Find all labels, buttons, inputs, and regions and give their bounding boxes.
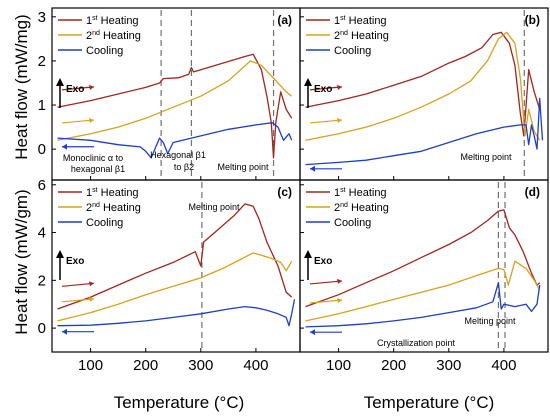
exo-label: Exo	[314, 256, 332, 267]
arrow-head	[337, 298, 342, 304]
direction-arrow	[61, 86, 95, 91]
y-axis-title-top: Heat flow (mW/mg)	[12, 14, 31, 159]
legend-label: 2nd Heating	[86, 30, 141, 42]
panel-letter: (b)	[525, 13, 540, 27]
y-tick-label: 0	[38, 141, 46, 158]
x-axis-title-right: Temperature (°C)	[364, 393, 495, 412]
x-axis-title-left: Temperature (°C)	[114, 393, 245, 412]
series-line-1st-heating	[305, 31, 541, 137]
y-axis-title-bottom: Heat flow (mW/gm)	[12, 189, 31, 334]
series-line-cooling	[305, 282, 541, 328]
direction-arrow	[61, 282, 95, 287]
direction-arrow	[309, 119, 343, 124]
legend-label: 1st Heating	[334, 187, 387, 199]
arrow-head	[337, 117, 342, 123]
legend-label: 2nd Heating	[334, 202, 389, 214]
panel-d: 100 200 300 400 1st Heating 2nd Heating Coolin…	[299, 179, 549, 374]
exo-arrow-head	[304, 78, 312, 86]
annotation-label: Crystallization point	[377, 338, 456, 348]
arrow-head	[62, 143, 67, 150]
legend-label: 1st Heating	[86, 15, 139, 27]
panel-frame	[299, 179, 549, 353]
direction-arrow	[309, 86, 343, 91]
arrow-head	[337, 84, 342, 90]
panel-c: 0 2 4 6 100 200 300 400 1st Heating 2nd Heating Co…	[38, 177, 301, 374]
series-line-1st-heating	[57, 53, 293, 159]
y-tick-label: 4	[38, 225, 46, 242]
arrow-head	[62, 328, 67, 335]
arrow-head	[310, 165, 315, 172]
annotation-label: Melting point	[460, 152, 512, 162]
y-tick-label: 0	[38, 320, 46, 337]
y-tick-label: 2	[38, 53, 46, 70]
exo-arrow-head	[56, 250, 64, 258]
x-tick-label: 100	[326, 357, 351, 374]
annotation-label: to β2	[174, 162, 194, 172]
arrow-head	[89, 281, 94, 287]
direction-arrow	[61, 119, 95, 124]
annotation-label: Melting point	[188, 202, 240, 212]
exo-label: Exo	[66, 84, 84, 95]
annotation-label: Monoclinic α to	[63, 153, 123, 163]
arrow-head	[310, 329, 315, 336]
series-line-cooling	[57, 122, 293, 159]
series-line-cooling	[305, 97, 544, 166]
panel-a: 0 1 2 3 1st Heating 2nd Heating Cooling Exo (a) M…	[38, 7, 301, 181]
direction-arrow	[309, 280, 343, 285]
x-tick-label: 300	[188, 357, 213, 374]
legend-label: Cooling	[86, 217, 123, 229]
exo-arrow-head	[304, 250, 312, 258]
series-line-2nd-heating	[57, 252, 293, 322]
legend-label: 1st Heating	[334, 15, 387, 27]
panel-b: 1st Heating 2nd Heating Cooling Exo (b) Melti…	[299, 7, 549, 181]
annotation-label: Melting point	[217, 162, 269, 172]
x-tick-label: 400	[491, 357, 516, 374]
x-tick-label: 200	[133, 357, 158, 374]
direction-arrow	[61, 298, 95, 303]
x-tick-label: 300	[436, 357, 461, 374]
y-tick-label: 3	[38, 9, 46, 26]
series-line-cooling	[57, 299, 296, 327]
direction-arrow	[309, 299, 343, 304]
legend-label: 2nd Heating	[334, 30, 389, 42]
y-tick-label: 6	[38, 177, 46, 194]
exo-label: Exo	[66, 256, 84, 267]
exo-arrow-head	[56, 78, 64, 86]
legend-label: 2nd Heating	[86, 202, 141, 214]
annotation-label: Hexagonal β1	[150, 150, 206, 160]
y-tick-label: 2	[38, 272, 46, 289]
arrow-head	[89, 296, 94, 302]
legend-label: Cooling	[334, 217, 371, 229]
legend-label: Cooling	[334, 45, 371, 57]
panel-letter: (a)	[277, 13, 292, 27]
annotation-label: Melting point	[464, 316, 516, 326]
series-line-2nd-heating	[305, 31, 541, 141]
panel-letter: (d)	[525, 185, 540, 199]
x-tick-label: 200	[381, 357, 406, 374]
exo-label: Exo	[314, 84, 332, 95]
arrow-head	[89, 117, 94, 123]
arrow-head	[337, 278, 342, 284]
panel-letter: (c)	[277, 185, 292, 199]
series-line-2nd-heating	[57, 60, 293, 141]
x-tick-label: 400	[243, 357, 268, 374]
y-tick-label: 1	[38, 97, 46, 114]
x-tick-label: 100	[78, 357, 103, 374]
legend-label: Cooling	[86, 45, 123, 57]
series-line-2nd-heating	[305, 260, 541, 322]
series-line-1st-heating	[57, 203, 293, 310]
series-line-1st-heating	[305, 209, 541, 308]
arrow-head	[89, 84, 94, 90]
annotation-label: hexagonal β1	[71, 164, 125, 174]
legend-label: 1st Heating	[86, 187, 139, 199]
